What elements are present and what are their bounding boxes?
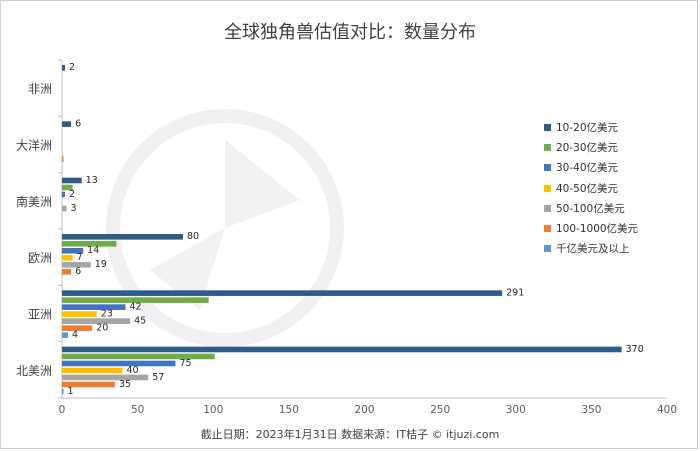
data-label: 370 (626, 344, 644, 355)
data-label: 42 (130, 301, 142, 312)
data-label: 6 (75, 118, 81, 129)
y-category-label: 欧洲 (28, 251, 52, 265)
bar (62, 332, 69, 338)
legend-item: 20-30亿美元 (544, 137, 638, 157)
chart-legend: 10-20亿美元 20-30亿美元 30-40亿美元 40-50亿美元 50-100亿美… (544, 117, 638, 259)
bar (62, 297, 209, 303)
data-label: 45 (134, 315, 146, 326)
data-label: 35 (119, 379, 131, 390)
data-label: 20 (96, 322, 108, 333)
y-category-label: 亚洲 (28, 308, 52, 322)
bar (62, 318, 131, 324)
legend-swatch (544, 245, 551, 253)
legend-swatch (544, 164, 551, 172)
data-label: 13 (86, 175, 98, 186)
bar (62, 177, 82, 184)
data-label: 40 (127, 365, 139, 376)
legend-swatch (544, 143, 551, 151)
legend-item: 30-40亿美元 (544, 158, 638, 178)
bar (62, 346, 622, 353)
legend-label: 30-40亿美元 (556, 162, 619, 175)
legend-label: 100-1000亿美元 (556, 223, 639, 236)
legend-swatch (544, 204, 551, 212)
legend-label: 10-20亿美元 (556, 121, 619, 134)
bar (62, 353, 215, 360)
x-tick-label: 250 (430, 404, 450, 416)
legend-item: 50-100亿美元 (544, 198, 638, 218)
bar (62, 360, 176, 367)
legend-label: 50-100亿美元 (556, 202, 625, 215)
legend-item: 千亿美元及以上 (544, 239, 638, 259)
bar (62, 241, 117, 247)
bar (62, 262, 91, 268)
bar (62, 65, 66, 71)
bar (62, 367, 123, 374)
legend-swatch (544, 225, 551, 233)
x-tick-label: 50 (131, 404, 144, 416)
y-category-label: 南美洲 (16, 194, 52, 209)
chart-title: 全球独角兽估值对比：数量分布 (224, 22, 476, 43)
bar (62, 255, 73, 261)
legend-swatch (544, 184, 551, 192)
data-label: 57 (152, 372, 164, 383)
bar (62, 269, 72, 275)
data-label: 1 (68, 386, 74, 397)
data-label: 19 (95, 259, 107, 270)
chart-footer: 截止日期：2023年1月31日 数据来源：IT桔子 © itjuzi.com (200, 428, 500, 441)
x-tick-label: 150 (279, 404, 299, 416)
x-tick-label: 300 (506, 404, 526, 416)
y-category-label: 北美洲 (16, 364, 52, 378)
bar (62, 234, 183, 240)
bar (62, 374, 149, 381)
bar (62, 191, 66, 198)
data-label: 291 (506, 287, 524, 298)
legend-item: 100-1000亿美元 (544, 218, 638, 238)
legend-swatch (544, 123, 551, 131)
bar (62, 325, 93, 331)
y-category-label: 大洋洲 (16, 138, 52, 153)
data-label: 6 (75, 266, 81, 277)
bar (62, 290, 503, 296)
bar (62, 121, 72, 127)
bar (62, 304, 126, 310)
bar (62, 381, 115, 388)
x-tick-label: 0 (59, 404, 66, 416)
data-label: 14 (87, 245, 99, 256)
bar (62, 311, 97, 317)
legend-item: 10-20亿美元 (544, 117, 638, 137)
legend-item: 40-50亿美元 (544, 178, 638, 198)
x-tick-label: 200 (354, 404, 374, 416)
data-label: 3 (71, 203, 77, 214)
data-label: 75 (179, 358, 191, 369)
x-tick-label: 100 (203, 404, 223, 416)
data-label: 7 (77, 252, 83, 263)
y-category-label: 非洲 (28, 82, 52, 96)
data-label: 4 (72, 329, 78, 340)
data-label: 23 (101, 308, 113, 319)
legend-label: 20-30亿美元 (556, 141, 619, 154)
data-label: 80 (187, 231, 199, 242)
legend-label: 千亿美元及以上 (556, 243, 630, 256)
bar (62, 156, 64, 162)
data-label: 2 (69, 189, 75, 200)
x-tick-label: 400 (657, 404, 677, 416)
data-label: 2 (69, 62, 75, 73)
bar (62, 184, 73, 191)
bar (62, 205, 67, 212)
bar (62, 248, 84, 254)
bar (62, 388, 64, 395)
x-tick-label: 350 (581, 404, 601, 416)
legend-label: 40-50亿美元 (556, 182, 619, 195)
